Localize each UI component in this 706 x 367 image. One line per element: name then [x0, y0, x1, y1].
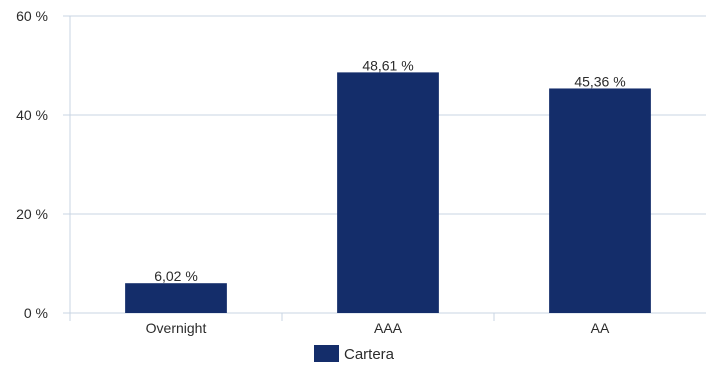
y-tick-label: 20 %: [16, 206, 48, 222]
x-tick-label: AAA: [374, 320, 403, 336]
data-label: 48,61 %: [362, 57, 413, 73]
x-tick-label: Overnight: [146, 320, 207, 336]
bar-overnight: [125, 283, 227, 313]
data-label: 6,02 %: [154, 268, 198, 284]
data-labels: 6,02 % 48,61 % 45,36 %: [154, 57, 625, 284]
bar-aa: [549, 88, 651, 313]
bar-aaa: [337, 72, 439, 314]
legend-swatch-cartera: [314, 345, 339, 362]
y-tick-label: 60 %: [16, 8, 48, 24]
x-tick-label: AA: [591, 320, 610, 336]
data-label: 45,36 %: [574, 73, 625, 89]
y-tick-label: 40 %: [16, 107, 48, 123]
legend: Cartera: [314, 345, 395, 363]
bars: [125, 72, 651, 314]
y-axis-ticks: 0 % 20 % 40 % 60 %: [16, 8, 48, 321]
x-axis-ticks: Overnight AAA AA: [146, 320, 610, 336]
y-tick-label: 0 %: [24, 305, 48, 321]
legend-label-cartera: Cartera: [344, 346, 395, 362]
